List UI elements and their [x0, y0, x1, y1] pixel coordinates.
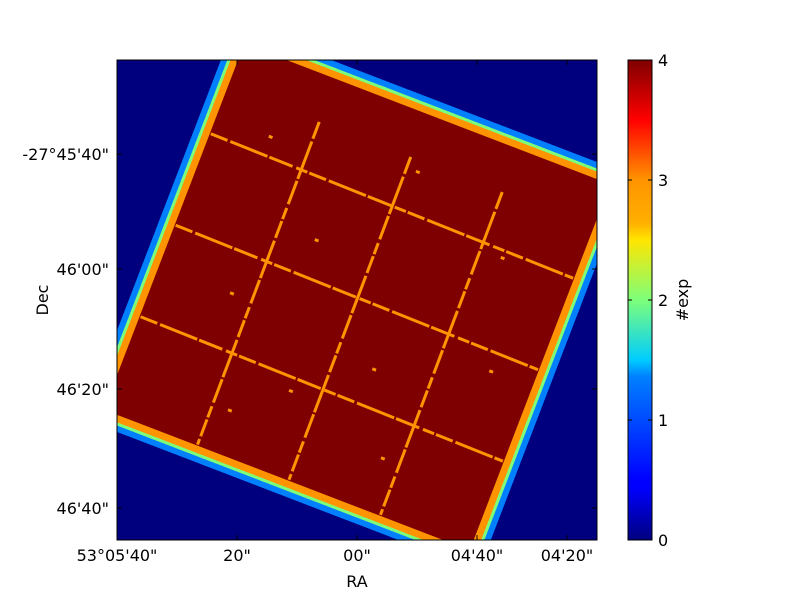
- colorbar-tick-label: 1: [658, 411, 668, 430]
- colorbar: 0 1 2 3 4 #exp: [627, 51, 692, 550]
- footprint-group: [117, 60, 597, 540]
- y-tick-label: -27°45'40": [22, 145, 109, 164]
- x-tick-label: 20": [223, 546, 251, 565]
- chip-gap-horizontal: [175, 223, 539, 372]
- y-tick-label: 46'40": [57, 499, 109, 518]
- colorbar-tick-label: 2: [658, 291, 668, 310]
- plot-area: [117, 60, 597, 540]
- chip-gap-horizontal: [139, 315, 504, 463]
- chip-gap-vertical: [196, 121, 321, 446]
- exposure-speck: [415, 169, 421, 175]
- exposure-speck: [500, 255, 506, 261]
- chip-gap-horizontal: [210, 132, 574, 280]
- exposure-speck: [227, 408, 233, 413]
- chip-gap-vertical: [379, 191, 504, 516]
- exposure-speck: [314, 238, 320, 243]
- exposure-speck: [488, 369, 494, 374]
- colorbar-label: #exp: [673, 279, 692, 322]
- y-axis-ticks: -27°45'40" 46'00" 46'20" 46'40": [22, 145, 597, 518]
- colorbar-ticks: 0 1 2 3 4: [628, 51, 668, 550]
- exposure-speck: [380, 456, 386, 461]
- x-axis-ticks: 53°05'40" 20" 00" 04'40" 04'20": [77, 60, 593, 565]
- colorbar-tick-label: 0: [658, 531, 668, 550]
- x-tick-label: 04'20": [541, 546, 593, 565]
- exposure-speck: [371, 367, 377, 372]
- x-tick-label: 04'40": [451, 546, 503, 565]
- colorbar-tick-label: 3: [658, 171, 668, 190]
- y-tick-label: 46'20": [57, 380, 109, 399]
- colorbar-tick-label: 4: [658, 51, 668, 70]
- chip-gap-vertical: [287, 156, 413, 481]
- x-tick-label: 53°05'40": [77, 546, 158, 565]
- exposure-footprint: [117, 60, 597, 540]
- exposure-speck: [229, 291, 235, 296]
- y-tick-label: 46'00": [57, 260, 109, 279]
- x-axis-label: RA: [346, 572, 367, 591]
- x-tick-label: 00": [343, 546, 371, 565]
- exposure-speck: [288, 388, 294, 394]
- y-axis-label: Dec: [33, 285, 52, 316]
- exposure-speck: [268, 134, 274, 140]
